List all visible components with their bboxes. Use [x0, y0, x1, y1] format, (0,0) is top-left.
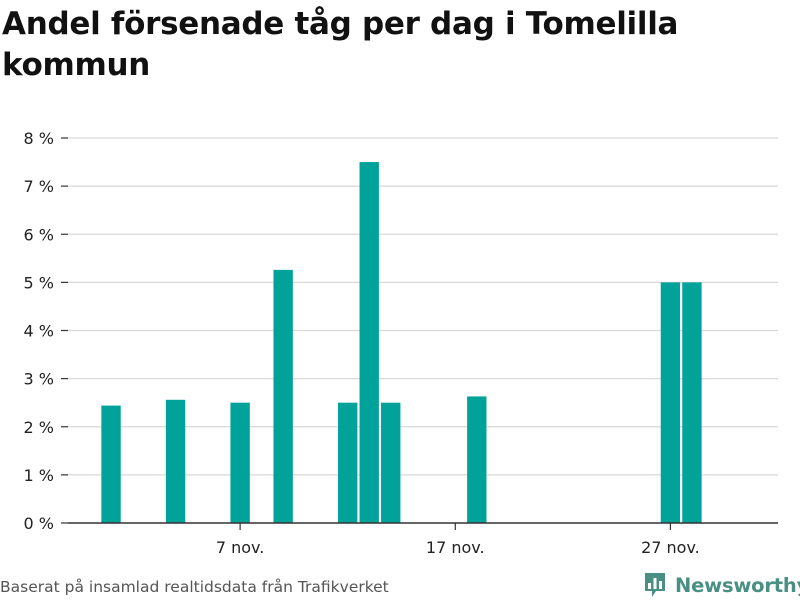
axes: 0 % 1 % 2 % 3 % 4 % 5 % 6 % 7 % 8 % 7 nov. 17 nov.…	[24, 129, 778, 557]
bar	[338, 402, 358, 523]
y-tick-label: 7 %	[24, 177, 54, 196]
bar	[359, 162, 379, 523]
bar	[467, 396, 487, 523]
x-tick-label: 17 nov.	[426, 538, 485, 557]
y-tick-label: 2 %	[24, 418, 54, 437]
bar	[381, 402, 401, 523]
bar-chart-speech-bubble-icon	[645, 573, 665, 597]
y-tick-label: 8 %	[24, 129, 54, 148]
y-tick-label: 4 %	[24, 322, 54, 341]
y-tick-label: 3 %	[24, 370, 54, 389]
bar	[230, 402, 250, 523]
y-tick-label: 5 %	[24, 273, 54, 292]
bar	[660, 282, 681, 523]
bars	[101, 162, 702, 523]
y-tick-label: 0 %	[24, 514, 54, 533]
brand-logo[interactable]: Newsworthy	[643, 570, 800, 600]
bar	[682, 282, 702, 523]
source-note: Baserat på insamlad realtidsdata från Tr…	[0, 578, 389, 596]
brand-name: Newsworthy	[675, 573, 800, 597]
bar	[165, 399, 186, 523]
bar	[273, 269, 293, 523]
chart-title: Andel försenade tåg per dag i Tomelilla …	[2, 6, 679, 83]
x-tick-label: 7 nov.	[216, 538, 265, 557]
y-tick-label: 6 %	[24, 225, 54, 244]
y-tick-label: 1 %	[24, 466, 54, 485]
gridlines	[68, 137, 778, 476]
bar	[101, 405, 121, 523]
x-tick-label: 27 nov.	[641, 538, 700, 557]
